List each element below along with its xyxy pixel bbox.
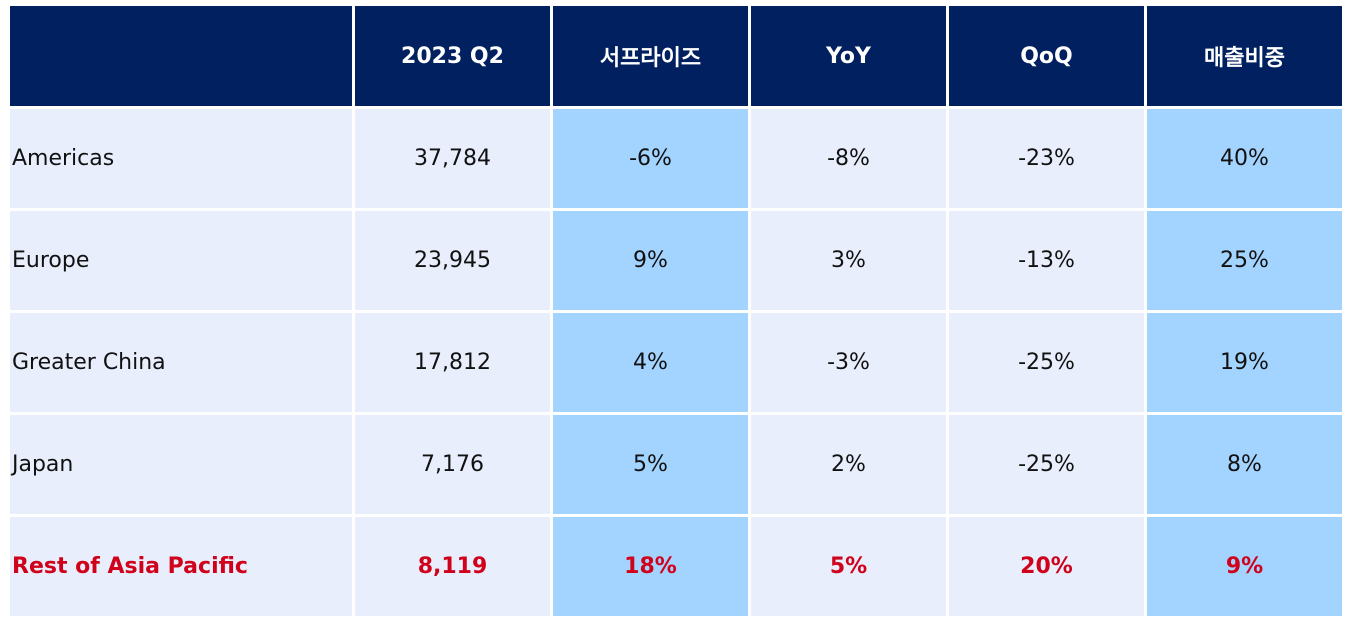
surprise-cell: 18% bbox=[553, 517, 751, 619]
table-row: Americas 37,784 -6% -8% -23% 40% bbox=[10, 109, 1345, 211]
qoq-cell: -25% bbox=[949, 313, 1147, 415]
region-cell: Americas bbox=[10, 109, 355, 211]
share-cell: 9% bbox=[1147, 517, 1345, 619]
yoy-cell: -8% bbox=[751, 109, 949, 211]
table-row: Greater China 17,812 4% -3% -25% 19% bbox=[10, 313, 1345, 415]
yoy-cell: 3% bbox=[751, 211, 949, 313]
q2-cell: 8,119 bbox=[355, 517, 553, 619]
surprise-cell: 4% bbox=[553, 313, 751, 415]
region-cell: Europe bbox=[10, 211, 355, 313]
share-cell: 8% bbox=[1147, 415, 1345, 517]
q2-cell: 17,812 bbox=[355, 313, 553, 415]
q2-cell: 37,784 bbox=[355, 109, 553, 211]
yoy-cell: 5% bbox=[751, 517, 949, 619]
qoq-cell: -25% bbox=[949, 415, 1147, 517]
q2-cell: 7,176 bbox=[355, 415, 553, 517]
share-cell: 40% bbox=[1147, 109, 1345, 211]
region-cell: Greater China bbox=[10, 313, 355, 415]
header-region bbox=[10, 6, 355, 109]
share-cell: 25% bbox=[1147, 211, 1345, 313]
table-row: Japan 7,176 5% 2% -25% 8% bbox=[10, 415, 1345, 517]
table-row-highlighted: Rest of Asia Pacific 8,119 18% 5% 20% 9% bbox=[10, 517, 1345, 619]
region-sales-table: 2023 Q2 서프라이즈 YoY QoQ 매출비중 Americas 37,7… bbox=[10, 6, 1345, 619]
qoq-cell: -23% bbox=[949, 109, 1147, 211]
qoq-cell: 20% bbox=[949, 517, 1147, 619]
share-cell: 19% bbox=[1147, 313, 1345, 415]
surprise-cell: 5% bbox=[553, 415, 751, 517]
qoq-cell: -13% bbox=[949, 211, 1147, 313]
table-row: Europe 23,945 9% 3% -13% 25% bbox=[10, 211, 1345, 313]
header-2023-q2: 2023 Q2 bbox=[355, 6, 553, 109]
surprise-cell: 9% bbox=[553, 211, 751, 313]
header-row: 2023 Q2 서프라이즈 YoY QoQ 매출비중 bbox=[10, 6, 1345, 109]
header-yoy: YoY bbox=[751, 6, 949, 109]
yoy-cell: 2% bbox=[751, 415, 949, 517]
header-surprise: 서프라이즈 bbox=[553, 6, 751, 109]
q2-cell: 23,945 bbox=[355, 211, 553, 313]
region-cell: Rest of Asia Pacific bbox=[10, 517, 355, 619]
header-sales-share: 매출비중 bbox=[1147, 6, 1345, 109]
yoy-cell: -3% bbox=[751, 313, 949, 415]
surprise-cell: -6% bbox=[553, 109, 751, 211]
region-cell: Japan bbox=[10, 415, 355, 517]
header-qoq: QoQ bbox=[949, 6, 1147, 109]
